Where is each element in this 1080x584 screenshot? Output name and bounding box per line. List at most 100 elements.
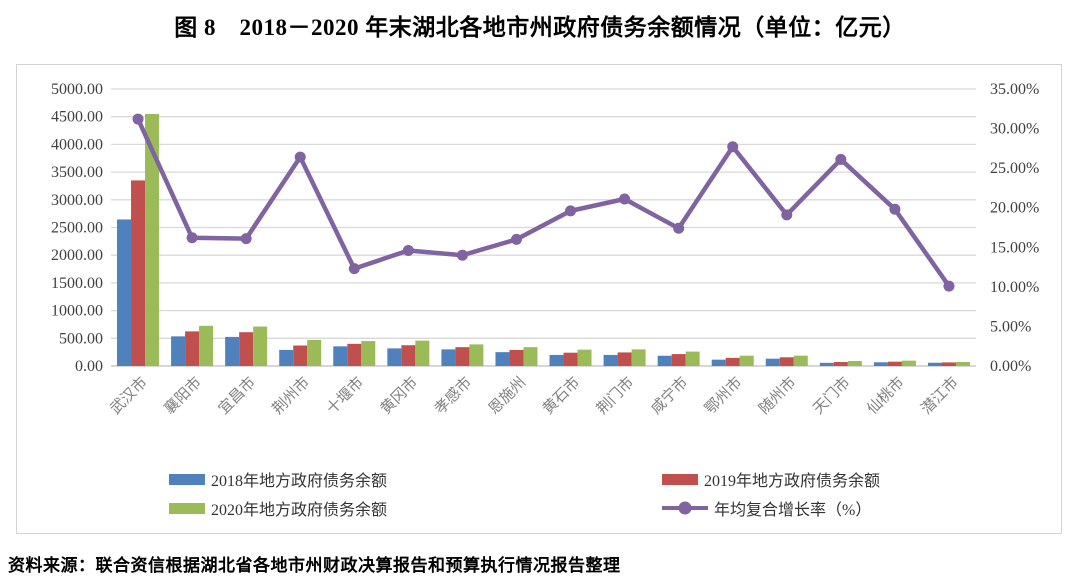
category-label: 黄冈市 (377, 374, 421, 418)
line-marker (835, 153, 847, 165)
bar (577, 349, 592, 366)
line-marker (240, 233, 252, 245)
bar (347, 343, 362, 366)
legend-dot-icon (678, 501, 692, 515)
left-axis-tick-label: 2000.00 (51, 247, 103, 264)
bar (739, 355, 754, 366)
left-axis-tick-label: 3500.00 (51, 164, 103, 181)
line-marker (510, 233, 522, 245)
line-marker (781, 209, 793, 221)
bar (523, 347, 538, 366)
source-note: 资料来源：联合资信根据湖北省各地市州财政决算报告和预算执行情况报告整理 (8, 556, 621, 575)
bar (469, 344, 484, 366)
bar (145, 113, 160, 367)
cagr-line (135, 118, 951, 288)
bar (171, 336, 186, 366)
right-axis-tick-label: 10.00% (990, 279, 1039, 296)
line-marker (294, 151, 306, 163)
left-axis-tick-label: 0.00 (75, 358, 103, 375)
category-label: 潜江市 (918, 374, 962, 418)
bar (307, 339, 322, 366)
bar (279, 349, 294, 366)
line-marker (943, 280, 955, 292)
line-marker (456, 249, 468, 261)
bar (901, 360, 916, 366)
left-axis-tick-label: 2500.00 (51, 220, 103, 237)
bar (401, 345, 416, 366)
category-label: 鄂州市 (702, 374, 746, 418)
bar (847, 361, 862, 366)
bar (563, 352, 578, 366)
left-axis-tick-label: 4500.00 (51, 109, 103, 126)
bar (779, 357, 794, 366)
legend-item-2020: 2020年地方政府债务余额 (169, 496, 387, 520)
category-label: 宜昌市 (215, 374, 259, 418)
line-marker (402, 244, 414, 256)
bar (509, 349, 524, 366)
bar (671, 354, 686, 366)
left-axis-tick-label: 1000.00 (51, 303, 103, 320)
bar (819, 362, 834, 366)
bar (725, 357, 740, 366)
bar (955, 362, 970, 366)
bar (387, 348, 402, 366)
line-marker (889, 203, 901, 215)
bar (793, 355, 808, 366)
legend-swatch-2019 (662, 473, 698, 485)
bar (117, 219, 132, 366)
line-marker (619, 193, 631, 205)
right-axis-tick-label: 20.00% (990, 200, 1039, 217)
line-marker (348, 263, 360, 275)
bar (765, 358, 780, 366)
line-marker (565, 205, 577, 217)
left-axis-tick-label: 4000.00 (51, 136, 103, 153)
left-axis-tick-label: 5000.00 (51, 81, 103, 98)
right-axis-tick-label: 30.00% (990, 121, 1039, 138)
line-marker (673, 222, 685, 234)
right-axis-tick-label: 25.00% (990, 160, 1039, 177)
category-label: 十堰市 (323, 374, 367, 418)
bar (361, 341, 376, 366)
category-label: 荆州市 (269, 374, 313, 418)
bar (199, 325, 214, 366)
category-label: 荆门市 (594, 374, 638, 418)
bar (941, 362, 956, 366)
right-axis-tick-label: 0.00% (990, 358, 1031, 375)
bar (711, 359, 726, 366)
bar (887, 361, 902, 366)
bar (333, 346, 348, 366)
bar (185, 331, 200, 366)
legend-label-2020: 2020年地方政府债务余额 (211, 502, 388, 519)
left-axis-tick-label: 3000.00 (51, 192, 103, 209)
chart-title: 图 8 2018－2020 年末湖北各地市州政府债务余额情况（单位：亿元） (174, 15, 906, 40)
right-axis-tick-label: 35.00% (990, 81, 1039, 98)
bar (495, 352, 510, 366)
category-label: 随州市 (756, 374, 800, 418)
legend-item-2018: 2018年地方政府债务余额 (169, 467, 387, 491)
legend-label-2018: 2018年地方政府债务余额 (211, 473, 388, 490)
bar (293, 345, 308, 366)
bar (603, 354, 618, 366)
right-axis-tick-label: 15.00% (990, 239, 1039, 256)
bar (833, 362, 848, 366)
line-marker (186, 232, 198, 244)
bar (225, 336, 240, 366)
category-label: 咸宁市 (648, 374, 692, 418)
legend-label-2019: 2019年地方政府债务余额 (704, 473, 881, 490)
category-label: 天门市 (810, 374, 854, 418)
bar (873, 362, 888, 366)
bar (617, 352, 632, 366)
line-marker (727, 141, 739, 153)
legend-label-cagr: 年均复合增长率（%） (714, 502, 872, 519)
chart-container: 0.00 500.00 1000.00 1500.00 2000.00 2500.00 30… (16, 64, 1062, 534)
legend-swatch-2020 (169, 502, 205, 514)
left-axis-tick-label: 1500.00 (51, 275, 103, 292)
left-axis-tick-label: 500.00 (59, 330, 103, 347)
bar (415, 340, 430, 366)
category-label: 襄阳市 (161, 374, 205, 418)
bar (549, 354, 564, 366)
right-axis-tick-label: 5.00% (990, 318, 1031, 335)
combo-chart: 0.00 500.00 1000.00 1500.00 2000.00 2500.00 30… (51, 81, 1039, 418)
legend-line-marker-cagr (662, 501, 708, 515)
bar (253, 326, 268, 366)
